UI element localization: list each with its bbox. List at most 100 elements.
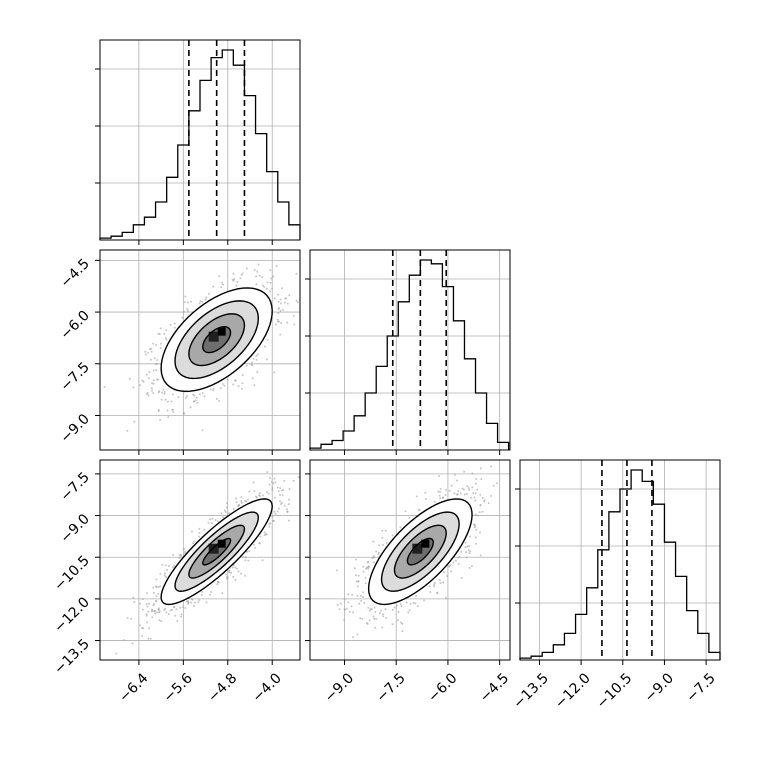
sample-point — [151, 389, 154, 392]
sample-point — [225, 511, 228, 514]
sample-point — [226, 502, 229, 505]
sample-point — [198, 527, 201, 530]
sample-point — [155, 600, 158, 603]
sample-point — [146, 605, 149, 608]
sample-point — [152, 391, 155, 394]
sample-point — [466, 545, 469, 548]
sample-point — [245, 500, 248, 503]
sample-point — [287, 503, 290, 506]
sample-point — [338, 608, 341, 611]
sample-point — [263, 285, 266, 288]
density-contour — [188, 524, 246, 579]
sample-point — [195, 396, 198, 399]
sample-point — [237, 385, 240, 388]
sample-point — [212, 387, 215, 390]
sample-point — [444, 488, 447, 491]
sample-point — [247, 559, 250, 562]
sample-point — [166, 409, 169, 412]
sample-point — [368, 609, 371, 612]
density-contour — [202, 537, 232, 566]
sample-point — [165, 611, 168, 614]
sample-point — [212, 285, 215, 288]
sample-point — [169, 609, 172, 612]
sample-point — [155, 343, 158, 346]
sample-point — [196, 401, 199, 404]
sample-point — [277, 293, 280, 296]
sample-point — [245, 364, 248, 367]
sample-point — [157, 410, 160, 413]
sample-point — [360, 599, 363, 602]
sample-point — [157, 391, 160, 394]
sample-point — [415, 495, 418, 498]
sample-point — [476, 488, 479, 491]
sample-point — [255, 495, 258, 498]
sample-point — [241, 374, 244, 377]
sample-point — [263, 345, 266, 348]
sample-point — [362, 570, 365, 573]
sample-point — [192, 605, 195, 608]
density-contour — [174, 300, 260, 380]
sample-point — [474, 513, 477, 516]
sample-point — [241, 382, 244, 385]
sample-point — [277, 300, 280, 303]
sample-point — [287, 498, 290, 501]
sample-point — [372, 561, 375, 564]
sample-points — [115, 471, 300, 655]
sample-point — [165, 329, 168, 332]
y-tick-label: −13.5 — [51, 636, 93, 678]
sample-point — [339, 602, 342, 605]
sample-point — [154, 585, 157, 588]
sample-point — [439, 582, 442, 585]
sample-point — [193, 400, 196, 403]
sample-point — [152, 591, 155, 594]
sample-point — [401, 622, 404, 625]
sample-point — [237, 505, 240, 508]
sample-point — [207, 292, 210, 295]
sample-point — [138, 384, 141, 387]
sample-point — [246, 550, 249, 553]
sample-point — [277, 489, 280, 492]
x-tick-label: −9.0 — [322, 670, 357, 705]
sample-point — [293, 323, 296, 326]
sample-point — [479, 467, 482, 470]
sample-point — [278, 307, 281, 310]
sample-point — [198, 531, 201, 534]
sample-point — [470, 564, 473, 567]
sample-point — [173, 451, 175, 453]
sample-point — [433, 585, 436, 588]
sample-point — [155, 369, 158, 372]
sample-point — [163, 574, 166, 577]
sample-point — [198, 393, 201, 396]
sample-point — [429, 590, 432, 593]
sample-point — [225, 573, 228, 576]
sample-point — [172, 554, 175, 557]
sample-point — [205, 296, 208, 299]
x-tick-label: −7.5 — [683, 670, 718, 705]
sample-point — [251, 377, 254, 380]
sample-point — [163, 332, 166, 335]
sample-point — [475, 528, 478, 531]
sample-point — [261, 559, 264, 562]
sample-point — [153, 357, 156, 360]
sample-point — [354, 558, 357, 561]
sample-point — [373, 606, 376, 609]
y-tick-label: −9.0 — [57, 411, 92, 446]
sample-point — [381, 613, 384, 616]
x-tick-label: −12.0 — [552, 670, 594, 712]
sample-point — [183, 301, 186, 304]
sample-point — [177, 396, 180, 399]
sample-point — [172, 411, 175, 414]
sample-point — [149, 637, 152, 640]
sample-point — [155, 595, 158, 598]
sample-point — [439, 490, 442, 493]
sample-point — [276, 318, 279, 321]
histogram-step-line — [519, 469, 721, 660]
sample-point — [279, 333, 282, 336]
sample-point — [165, 576, 168, 579]
sample-point — [198, 302, 201, 305]
x-tick-label: −4.8 — [205, 670, 240, 705]
sample-point — [275, 265, 278, 268]
sample-point — [201, 590, 204, 593]
x-tick-label: −7.5 — [373, 670, 408, 705]
x-tick-label: −4.5 — [477, 670, 512, 705]
